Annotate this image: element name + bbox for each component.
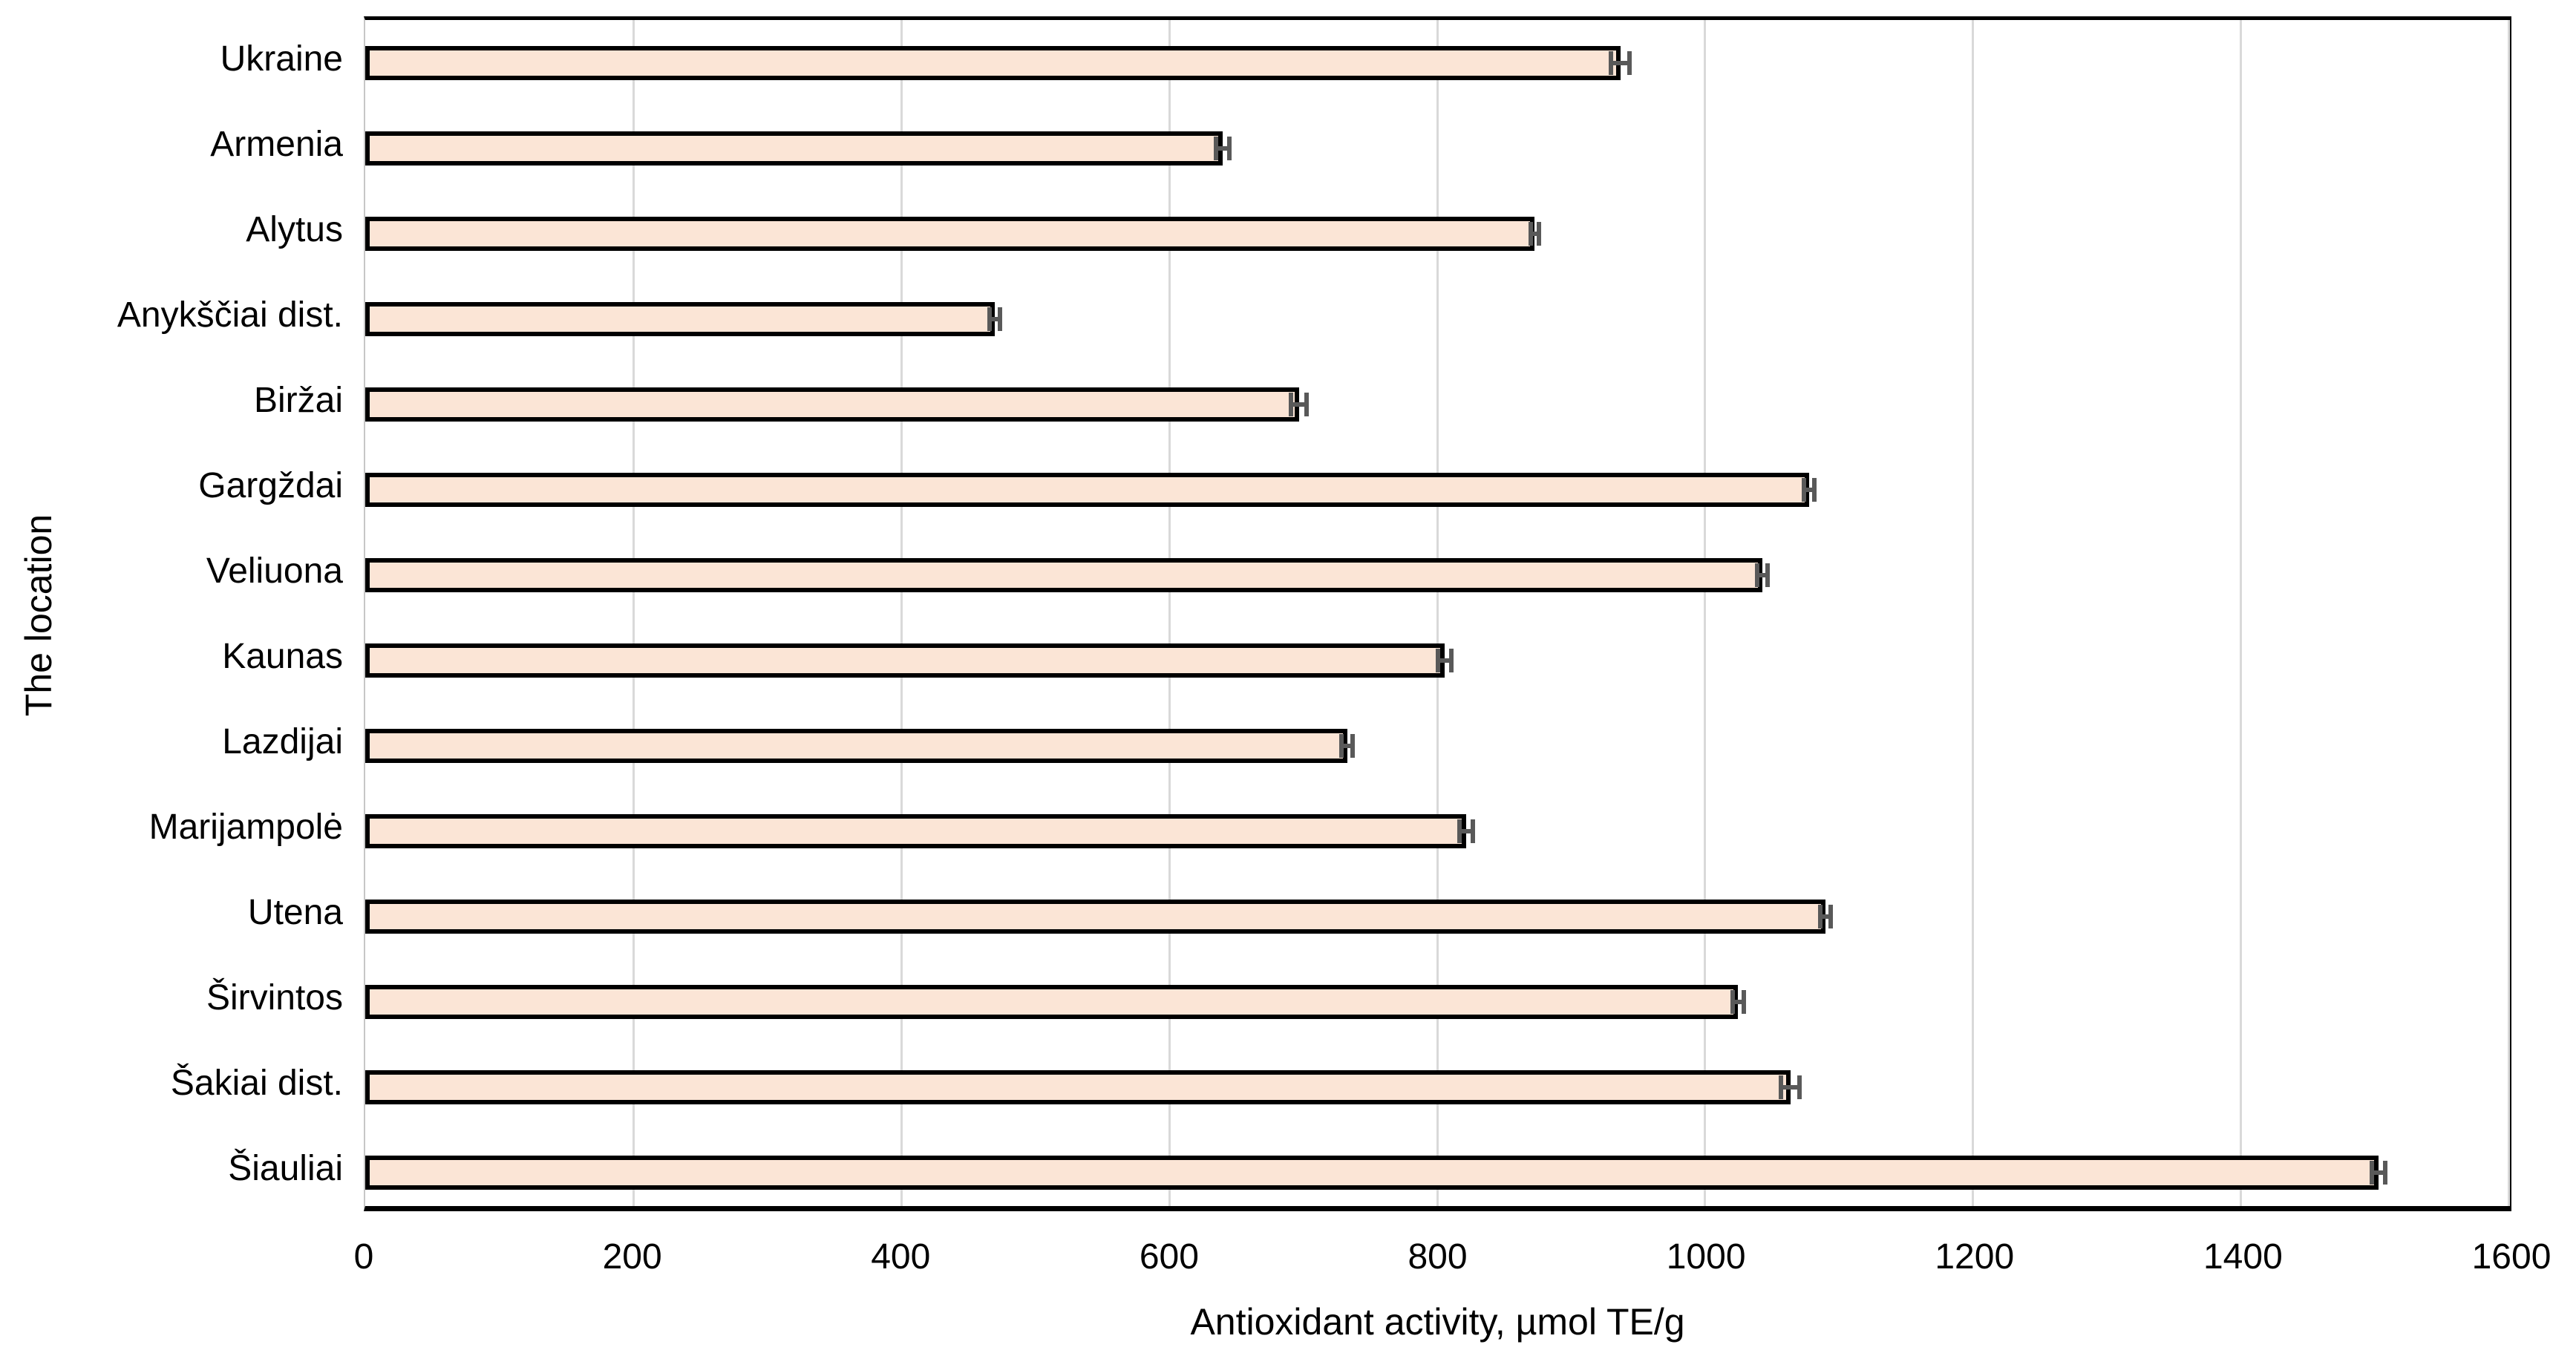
category-label: Marijampolė xyxy=(148,807,343,847)
category-label: Gargždai xyxy=(198,465,343,505)
error-cap-high xyxy=(2382,1160,2387,1185)
error-whisker xyxy=(1530,231,1539,236)
error-cap-low xyxy=(1730,989,1736,1014)
error-cap-low xyxy=(1288,392,1293,416)
error-cap-high xyxy=(1350,733,1355,758)
category-label: Kaunas xyxy=(222,636,343,676)
gridline-x-600 xyxy=(1168,20,1171,1206)
x-tick-label-600: 600 xyxy=(1139,1237,1199,1277)
error-cap-low xyxy=(1213,136,1218,160)
error-cap-low xyxy=(1528,221,1533,246)
error-cap-low xyxy=(1779,1075,1784,1099)
error-cap-high xyxy=(1304,392,1310,416)
error-cap-high xyxy=(1226,136,1232,160)
error-cap-high xyxy=(1449,648,1454,672)
bar-kaunas xyxy=(365,643,1445,678)
error-cap-high xyxy=(1536,221,1541,246)
gridline-x-1200 xyxy=(1972,20,1975,1206)
bar-alytus xyxy=(365,216,1535,251)
bar-marijampol- xyxy=(365,813,1467,848)
error-cap-high xyxy=(1741,989,1746,1014)
bar-utena xyxy=(365,899,1825,934)
error-cap-high xyxy=(1471,819,1476,843)
error-cap-low xyxy=(1609,50,1614,75)
x-tick-label-1600: 1600 xyxy=(2471,1237,2552,1277)
plot-area xyxy=(364,16,2511,1211)
error-cap-high xyxy=(998,307,1003,331)
bar-ukraine xyxy=(365,45,1621,80)
error-whisker xyxy=(1781,1084,1800,1090)
x-tick-label-1000: 1000 xyxy=(1666,1237,1746,1277)
category-label: Biržai xyxy=(253,380,343,420)
bar--irvintos xyxy=(365,984,1739,1019)
error-whisker xyxy=(1459,828,1474,833)
error-cap-low xyxy=(987,307,992,331)
bar-anyk-iai-dist- xyxy=(365,301,996,336)
bar-armenia xyxy=(365,131,1223,166)
error-cap-low xyxy=(1754,563,1759,587)
error-cap-high xyxy=(1828,904,1833,928)
bar-veliuona xyxy=(365,557,1762,592)
error-cap-low xyxy=(1801,477,1806,502)
category-label: Širvintos xyxy=(206,977,343,1018)
error-cap-low xyxy=(1817,904,1823,928)
error-whisker xyxy=(1215,145,1229,151)
category-label: Armenia xyxy=(210,124,343,164)
bar--iauliai xyxy=(365,1155,2379,1190)
bar-lazdijai xyxy=(365,728,1347,763)
bar--akiai-dist- xyxy=(365,1069,1791,1104)
category-label: Šiauliai xyxy=(228,1148,343,1188)
error-whisker xyxy=(1341,743,1353,748)
bar-bir-ai xyxy=(365,387,1299,422)
x-tick-label-0: 0 xyxy=(353,1237,374,1277)
error-cap-low xyxy=(1457,819,1462,843)
gridline-x-1600 xyxy=(2508,20,2510,1206)
gridline-x-200 xyxy=(632,20,635,1206)
gridline-x-1400 xyxy=(2240,20,2243,1206)
x-tick-label-1400: 1400 xyxy=(2203,1237,2283,1277)
error-whisker xyxy=(1756,572,1768,577)
x-axis-title: Antioxidant activity, µmol TE/g xyxy=(1190,1301,1685,1343)
category-label: Veliuona xyxy=(206,551,343,591)
gridline-x-1000 xyxy=(1704,20,1707,1206)
error-cap-low xyxy=(2369,1160,2374,1185)
error-whisker xyxy=(1290,402,1307,407)
error-cap-high xyxy=(1765,563,1771,587)
x-tick-label-400: 400 xyxy=(871,1237,931,1277)
gridline-x-800 xyxy=(1436,20,1439,1206)
error-whisker xyxy=(2371,1170,2385,1175)
error-cap-high xyxy=(1797,1075,1802,1099)
error-cap-low xyxy=(1436,648,1441,672)
plot-inner xyxy=(365,20,2510,1206)
category-label: Ukraine xyxy=(220,39,343,79)
category-label: Šakiai dist. xyxy=(170,1063,343,1103)
category-label: Lazdijai xyxy=(222,721,343,761)
gridline-x-400 xyxy=(900,20,903,1206)
error-cap-low xyxy=(1339,733,1344,758)
x-tick-label-200: 200 xyxy=(602,1237,662,1277)
category-label: Anykščiai dist. xyxy=(117,295,343,335)
error-whisker xyxy=(1438,658,1452,663)
x-tick-label-1200: 1200 xyxy=(1935,1237,2015,1277)
error-whisker xyxy=(1733,999,1744,1004)
category-label: Alytus xyxy=(246,209,343,249)
category-label: Utena xyxy=(247,892,343,932)
error-cap-high xyxy=(1812,477,1817,502)
error-cap-high xyxy=(1627,50,1632,75)
error-whisker xyxy=(1803,487,1815,492)
error-whisker xyxy=(989,316,1001,321)
error-whisker xyxy=(1611,60,1630,65)
x-tick-label-800: 800 xyxy=(1408,1237,1468,1277)
error-whisker xyxy=(1820,914,1831,919)
bar-garg-dai xyxy=(365,472,1810,507)
